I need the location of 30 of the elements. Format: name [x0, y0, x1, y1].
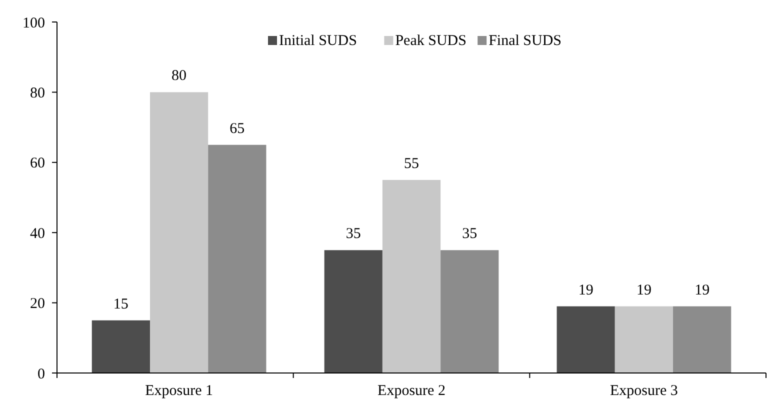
data-label: 35 [462, 226, 478, 242]
data-label: 35 [346, 226, 361, 242]
bar [324, 250, 382, 373]
legend-label: Peak SUDS [395, 33, 466, 49]
bar [440, 250, 499, 373]
y-tick-label: 60 [30, 156, 45, 172]
y-tick-label: 0 [38, 366, 45, 382]
legend-label: Final SUDS [488, 33, 562, 49]
y-tick-label: 40 [30, 226, 45, 242]
y-tick-label: 20 [30, 296, 45, 312]
bar [556, 306, 615, 373]
data-label: 19 [578, 282, 594, 298]
bar [673, 306, 732, 373]
data-label: 80 [172, 68, 187, 84]
x-tick-label: Exposure 3 [610, 383, 678, 399]
data-label: 55 [404, 156, 419, 172]
x-tick-label: Exposure 2 [378, 383, 446, 399]
bar [382, 180, 441, 373]
data-label: 65 [230, 120, 245, 137]
x-tick-label: Exposure 1 [145, 383, 213, 399]
bar [150, 92, 208, 373]
data-label: 15 [113, 296, 128, 312]
y-tick-label: 100 [22, 15, 45, 32]
bar [614, 306, 674, 373]
legend-label: Initial SUDS [279, 33, 357, 49]
bar [208, 144, 266, 373]
data-label: 19 [636, 282, 652, 298]
y-tick-label: 80 [30, 85, 45, 102]
data-label: 19 [694, 282, 710, 298]
bar [92, 320, 150, 373]
